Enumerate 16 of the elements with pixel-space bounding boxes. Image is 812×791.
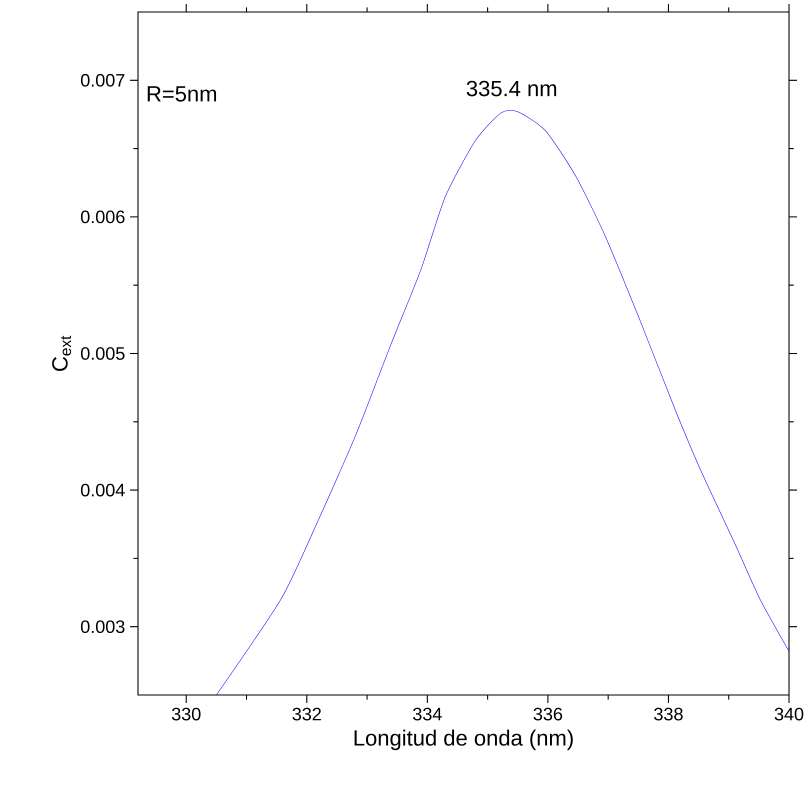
y-tick-label: 0.003 [80,620,124,634]
x-tick-label: 334 [413,708,442,720]
annotation: 335.4 nm [466,80,556,96]
y-tick-label: 0.006 [80,210,124,224]
x-tick-label: 332 [292,708,321,720]
y-tick-label: 0.007 [80,74,124,87]
x-tick-label: 330 [172,708,201,720]
x-axis-title: Longitud de onda (nm) [354,730,573,750]
y-axis-title: C$_{ext}$ [52,336,72,371]
x-tick-label: 338 [654,708,683,720]
y-tick-label: 0.004 [80,484,125,496]
line-series [216,110,790,695]
y-tick-label: 0.005 [80,347,125,360]
x-tick-label: 336 [534,708,562,720]
x-tick-label: 340 [774,708,804,720]
annotation: R=5nm [148,86,216,102]
